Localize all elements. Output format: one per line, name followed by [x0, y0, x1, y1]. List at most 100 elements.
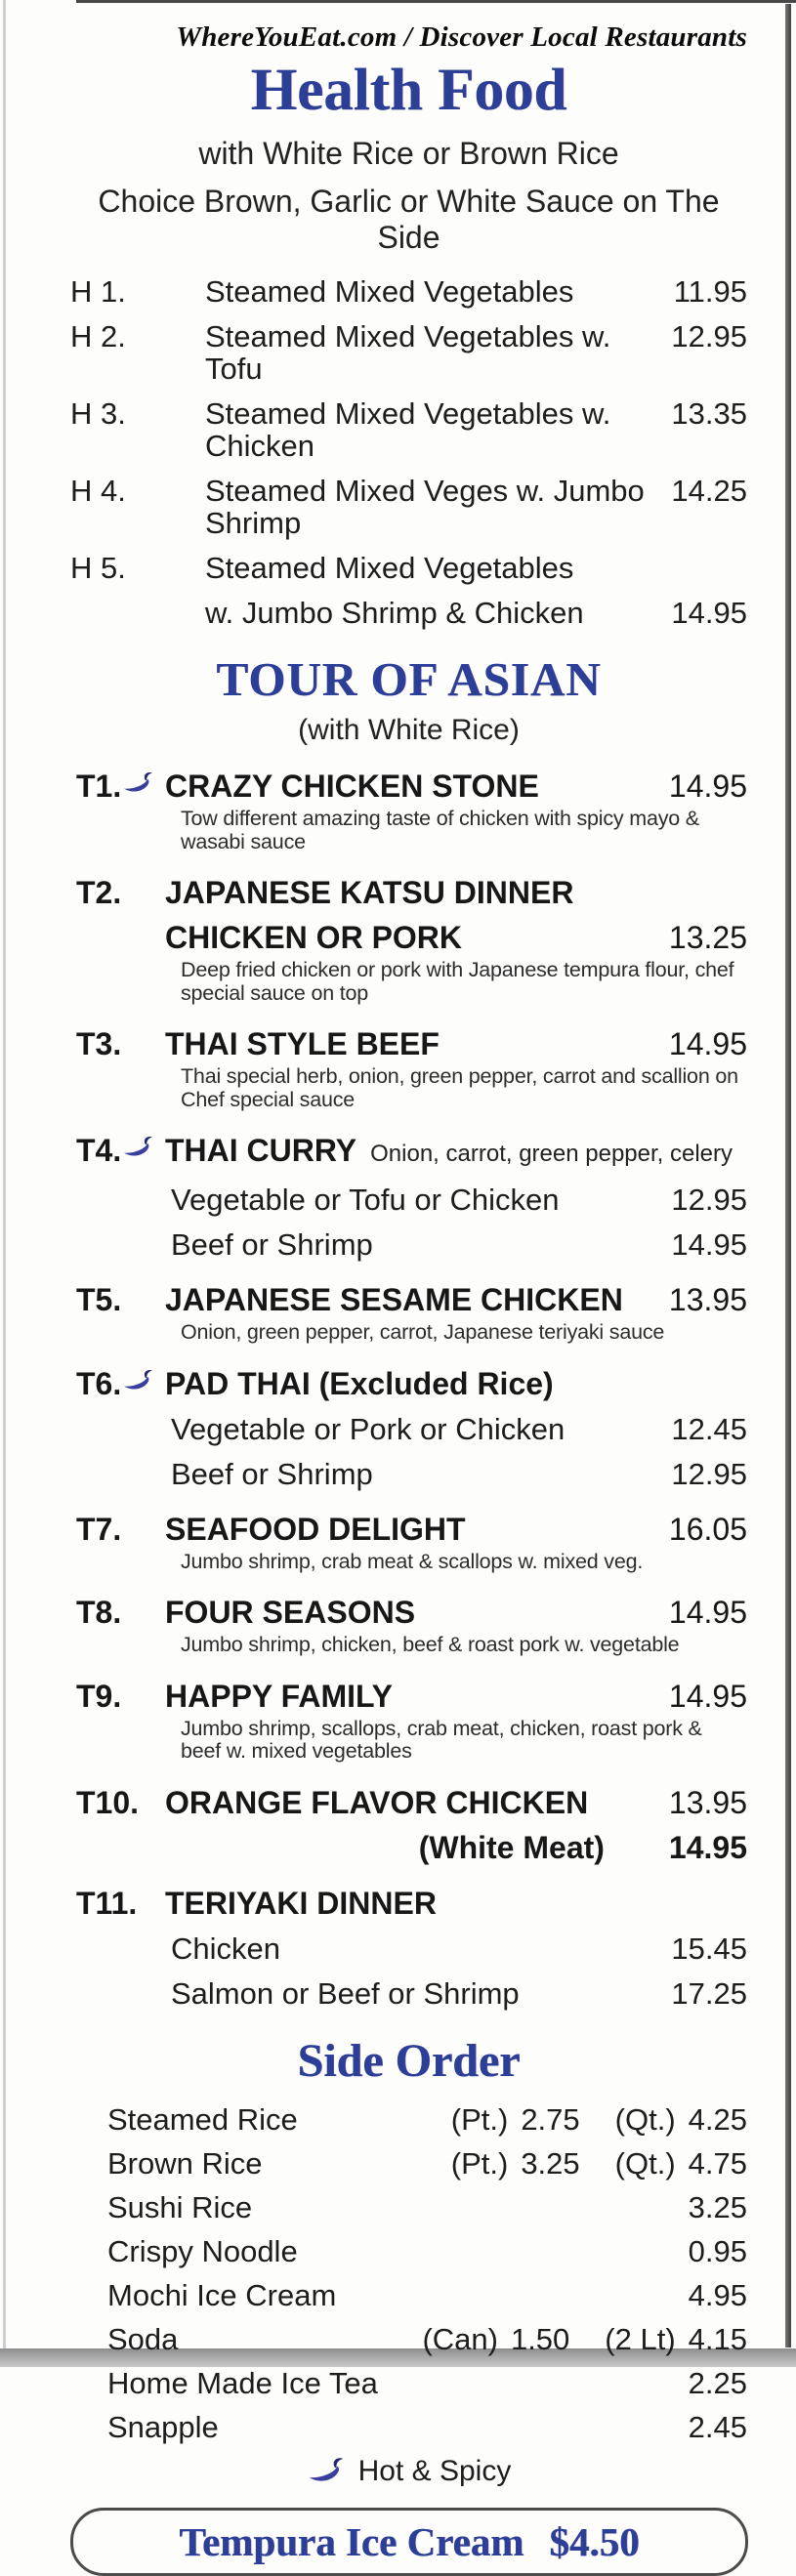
item-name: THAI CURRY: [165, 1133, 357, 1169]
item-name: Home Made Ice Tea: [107, 2366, 378, 2401]
legend-label: Hot & Spicy: [357, 2455, 512, 2488]
option-price: 12.95: [671, 1183, 747, 1218]
price-unit: (Pt.) 2.75: [451, 2103, 580, 2136]
menu-item: T7. SEAFOOD DELIGHT 16.05 Jumbo shrimp, …: [70, 1513, 747, 1574]
item-price: 14.25: [671, 474, 747, 509]
item-description: Onion, green pepper, carrot, Japanese te…: [181, 1320, 665, 1345]
menu-item: T8. FOUR SEASONS 14.95 Jumbo shrimp, chi…: [70, 1596, 747, 1657]
item-code: H 4.: [70, 474, 126, 509]
option-price: 15.45: [671, 1931, 747, 1966]
item-description: Thai special herb, onion, green pepper, …: [181, 1064, 738, 1111]
item-code: H 5.: [70, 551, 126, 586]
item-name: FOUR SEASONS: [165, 1595, 416, 1631]
menu-item-row: T9. HAPPY FAMILY 14.95: [70, 1680, 747, 1713]
menu-item: T4. THAI CURRY Onion, carrot, green pepp…: [70, 1134, 747, 1261]
item-name: Steamed Mixed Vegetables w. Chicken: [205, 396, 611, 464]
item-name: Sushi Rice: [107, 2190, 253, 2225]
item-name: SEAFOOD DELIGHT: [165, 1511, 466, 1547]
item-prices: (Pt.) 3.25 (Qt.) 4.75: [451, 2147, 747, 2180]
unit-label: (Qt.): [614, 2146, 676, 2181]
item-description: Jumbo shrimp, chicken, beef & roast pork…: [181, 1633, 680, 1657]
item-price: 4.95: [688, 2278, 747, 2313]
item-prices: (Pt.) 2.75 (Qt.) 4.25: [451, 2103, 747, 2136]
chili-pepper-icon: [122, 1135, 165, 1161]
item-name: ORANGE FLAVOR CHICKEN: [165, 1784, 589, 1820]
price-unit: (Pt.) 3.25: [451, 2147, 580, 2180]
menu-item-row: Sushi Rice 3.25: [70, 2191, 747, 2223]
menu-item-row: T11. TERIYAKI DINNER: [70, 1887, 747, 1920]
item-price: 16.05: [668, 1511, 747, 1547]
menu-item-row: Snapple 2.45: [70, 2411, 747, 2443]
scan-edge-right: [785, 4, 791, 2347]
item-name: PAD THAI (Excluded Rice): [165, 1365, 554, 1401]
menu-item-row-continued: CHICKEN OR PORK 13.25: [70, 921, 747, 954]
item-name: Soda: [107, 2322, 179, 2357]
option-price: 12.95: [671, 1456, 747, 1491]
item-code: H 3.: [70, 396, 126, 432]
item-option-row: Vegetable or Tofu or Chicken 12.95: [70, 1184, 747, 1216]
section-title-tour-of-asian: TOUR OF ASIAN: [216, 652, 602, 707]
item-option-row: Beef or Shrimp 12.95: [70, 1458, 747, 1490]
option-name: Beef or Shrimp: [171, 1456, 373, 1491]
item-description: Jumbo shrimp, crab meat & scallops w. mi…: [181, 1549, 644, 1573]
health-food-list: H 1. Steamed Mixed Vegetables 11.95 H 2.…: [70, 275, 747, 629]
option-name: Salmon or Beef or Shrimp: [171, 1975, 520, 2011]
chili-pepper-icon: [122, 1368, 165, 1394]
item-name: JAPANESE SESAME CHICKEN: [165, 1282, 623, 1318]
item-name: Steamed Mixed Vegetables: [205, 274, 574, 310]
menu-item-row: H 2. Steamed Mixed Vegetables w. Tofu 12…: [70, 320, 747, 385]
menu-item: T1. CRAZY CHICKEN STONE 14.95 Tow differ…: [70, 769, 747, 853]
health-food-subtitle-2: Choice Brown, Garlic or White Sauce on T…: [98, 184, 720, 256]
item-code: T7.: [76, 1511, 122, 1547]
item-name-line2: (White Meat): [418, 1829, 605, 1865]
menu-item-row: H 3. Steamed Mixed Vegetables w. Chicken…: [70, 397, 747, 462]
item-code: H 1.: [70, 274, 126, 310]
item-price: 14.95: [668, 1595, 747, 1631]
item-name: CRAZY CHICKEN STONE: [165, 769, 539, 805]
item-name: Brown Rice: [107, 2146, 263, 2181]
scan-edge-bottom: [0, 2348, 796, 2367]
menu-item-row-continued: (White Meat) 14.95: [70, 1831, 747, 1864]
option-name: Chicken: [171, 1931, 280, 1966]
item-code: T10.: [76, 1784, 140, 1820]
unit-label: (Pt.): [450, 2146, 509, 2181]
section-title-side-order: Side Order: [297, 2034, 521, 2087]
hot-and-spicy-legend: Hot & Spicy: [70, 2455, 747, 2488]
item-code: T11.: [76, 1885, 138, 1921]
banner-text: Tempura Ice Cream: [179, 2519, 524, 2565]
unit-label: (Can): [422, 2322, 498, 2357]
item-name: Snapple: [107, 2410, 219, 2445]
menu-item-row: T7. SEAFOOD DELIGHT 16.05: [70, 1513, 747, 1546]
tempura-ice-cream-banner: Tempura Ice Cream $4.50: [70, 2508, 748, 2576]
item-code: T4.: [76, 1133, 122, 1169]
item-price: 3.25: [688, 2190, 747, 2225]
item-code: H 2.: [70, 319, 126, 354]
item-price: 14.95: [668, 1026, 747, 1062]
item-description: Deep fried chicken or pork with Japanese…: [181, 958, 734, 1005]
item-price: 14.95: [668, 769, 747, 805]
menu-item-row: T5. JAPANESE SESAME CHICKEN 13.95: [70, 1283, 747, 1316]
item-inline-note: Onion, carrot, green pepper, celery: [370, 1141, 733, 1168]
menu-item-row: T1. CRAZY CHICKEN STONE 14.95: [70, 769, 747, 803]
menu-item-row: Steamed Rice (Pt.) 2.75 (Qt.) 4.25: [70, 2103, 747, 2136]
unit-price: 4.75: [688, 2146, 747, 2181]
item-name-line2: CHICKEN OR PORK: [165, 920, 463, 956]
menu-item: T2. JAPANESE KATSU DINNER CHICKEN OR POR…: [70, 876, 747, 1005]
site-watermark: WhereYouEat.com / Discover Local Restaur…: [176, 21, 747, 53]
item-name: JAPANESE KATSU DINNER: [165, 875, 574, 911]
item-name: TERIYAKI DINNER: [165, 1885, 437, 1921]
chili-pepper-icon: [307, 2456, 350, 2487]
unit-price: 3.25: [521, 2146, 580, 2181]
item-price: 12.95: [671, 319, 747, 354]
menu-item-row: T4. THAI CURRY Onion, carrot, green pepp…: [70, 1134, 747, 1171]
menu-item-row: T3. THAI STYLE BEEF 14.95: [70, 1027, 747, 1060]
price-unit: (Can) 1.50: [422, 2323, 569, 2355]
item-price: 0.95: [688, 2234, 747, 2269]
unit-price: 4.25: [688, 2102, 747, 2138]
menu-item: T10. ORANGE FLAVOR CHICKEN 13.95 (White …: [70, 1786, 747, 1864]
menu-item: T9. HAPPY FAMILY 14.95 Jumbo shrimp, sca…: [70, 1680, 747, 1764]
item-name: Steamed Mixed Veges w. Jumbo Shrimp: [205, 474, 645, 541]
unit-price: 4.15: [688, 2322, 747, 2357]
